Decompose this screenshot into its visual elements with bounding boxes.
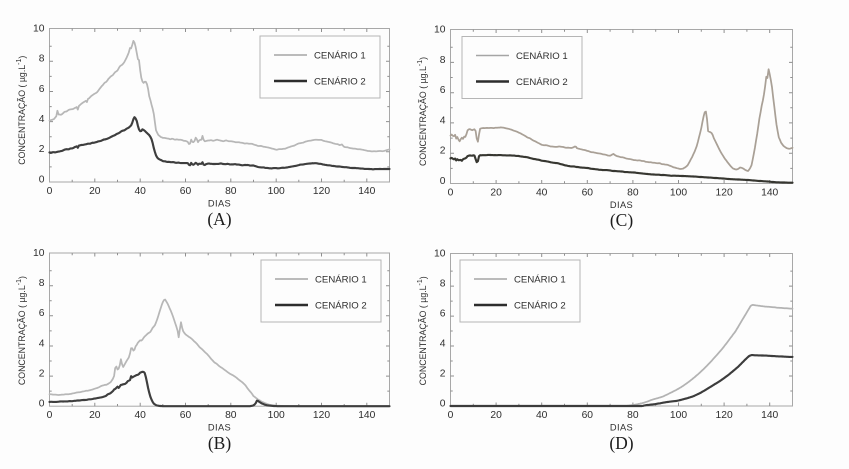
svg-text:80: 80 [627,187,639,198]
svg-text:80: 80 [225,186,237,197]
svg-text:0: 0 [440,398,446,409]
svg-text:8: 8 [39,278,45,289]
svg-text:100: 100 [268,410,285,421]
svg-text:CENÁRIO 1: CENÁRIO 1 [516,51,568,62]
svg-text:4: 4 [39,114,45,125]
svg-text:120: 120 [313,410,330,421]
svg-text:10: 10 [33,24,45,35]
svg-text:8: 8 [440,279,446,290]
svg-text:100: 100 [670,187,687,198]
svg-text:0: 0 [448,410,454,421]
svg-text:140: 140 [358,410,375,421]
svg-text:60: 60 [582,410,594,421]
svg-text:CONCENTRAÇÃO ( µg.L-1): CONCENTRAÇÃO ( µg.L-1) [417,276,428,385]
svg-text:40: 40 [536,410,548,421]
svg-text:60: 60 [180,410,192,421]
svg-text:8: 8 [440,55,446,66]
svg-text:10: 10 [434,25,446,36]
svg-text:CENÁRIO 2: CENÁRIO 2 [514,301,566,312]
svg-text:40: 40 [536,187,548,198]
svg-text:60: 60 [582,187,594,198]
svg-text:2: 2 [39,369,45,380]
svg-text:140: 140 [761,410,778,421]
svg-text:0: 0 [47,410,53,421]
svg-text:40: 40 [134,410,146,421]
svg-text:CONCENTRAÇÃO ( µg.L-1): CONCENTRAÇÃO ( µg.L-1) [16,276,27,385]
svg-text:2: 2 [440,146,446,157]
svg-text:140: 140 [761,187,778,198]
svg-text:100: 100 [268,186,285,197]
svg-text:8: 8 [39,54,45,65]
svg-text:DIAS: DIAS [208,423,231,433]
svg-text:CENÁRIO 2: CENÁRIO 2 [315,301,367,312]
svg-text:0: 0 [440,176,446,187]
svg-text:60: 60 [180,186,192,197]
svg-text:10: 10 [434,249,446,260]
svg-text:0: 0 [39,174,45,185]
svg-text:0: 0 [448,187,454,198]
svg-text:CENÁRIO 1: CENÁRIO 1 [315,275,367,286]
svg-text:0: 0 [39,399,45,410]
svg-text:4: 4 [440,115,446,126]
svg-text:120: 120 [716,187,733,198]
svg-text:CENÁRIO 2: CENÁRIO 2 [314,77,366,88]
svg-text:CONCENTRAÇÃO ( µg.L-1): CONCENTRAÇÃO ( µg.L-1) [417,57,428,166]
svg-text:CENÁRIO 1: CENÁRIO 1 [314,51,366,62]
svg-text:CENÁRIO 2: CENÁRIO 2 [516,77,568,88]
svg-text:(C): (C) [610,210,634,230]
svg-text:120: 120 [716,410,733,421]
svg-text:6: 6 [440,309,446,320]
svg-text:20: 20 [89,410,101,421]
svg-text:4: 4 [39,338,45,349]
svg-text:20: 20 [490,187,502,198]
svg-text:80: 80 [627,410,639,421]
svg-text:(D): (D) [609,433,633,453]
svg-text:6: 6 [440,85,446,96]
svg-text:40: 40 [134,186,146,197]
svg-text:(B): (B) [208,433,232,453]
svg-text:100: 100 [670,410,687,421]
svg-text:4: 4 [440,338,446,349]
svg-text:140: 140 [358,186,375,197]
svg-text:CONCENTRAÇÃO ( µg.L-1): CONCENTRAÇÃO ( µg.L-1) [16,56,27,165]
svg-text:0: 0 [47,186,53,197]
svg-text:80: 80 [225,410,237,421]
svg-text:DIAS: DIAS [208,199,231,209]
svg-text:20: 20 [490,410,502,421]
svg-text:(A): (A) [207,209,231,229]
svg-text:DIAS: DIAS [610,200,633,210]
svg-text:20: 20 [89,186,101,197]
svg-text:DIAS: DIAS [610,423,633,433]
svg-text:CENÁRIO 1: CENÁRIO 1 [514,275,566,286]
svg-text:120: 120 [313,186,330,197]
svg-text:6: 6 [39,84,45,95]
svg-text:6: 6 [39,308,45,319]
svg-text:2: 2 [440,368,446,379]
svg-text:2: 2 [39,144,45,155]
svg-text:10: 10 [33,248,45,259]
